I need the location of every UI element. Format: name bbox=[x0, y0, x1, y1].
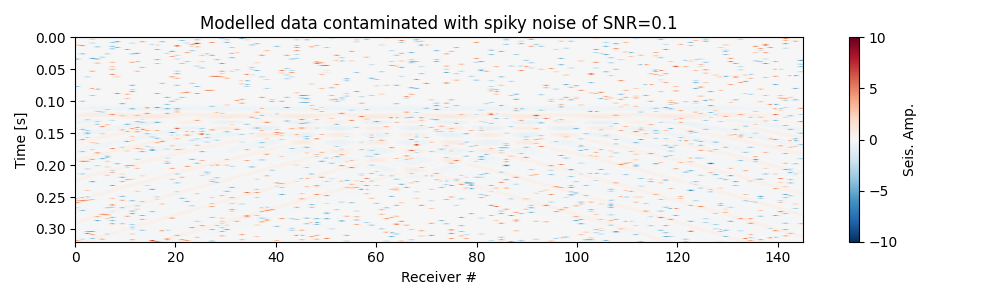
Y-axis label: Seis. Amp.: Seis. Amp. bbox=[903, 103, 917, 176]
Title: Modelled data contaminated with spiky noise of SNR=0.1: Modelled data contaminated with spiky no… bbox=[200, 15, 678, 33]
Y-axis label: Time [s]: Time [s] bbox=[15, 111, 29, 168]
X-axis label: Receiver #: Receiver # bbox=[401, 271, 477, 285]
